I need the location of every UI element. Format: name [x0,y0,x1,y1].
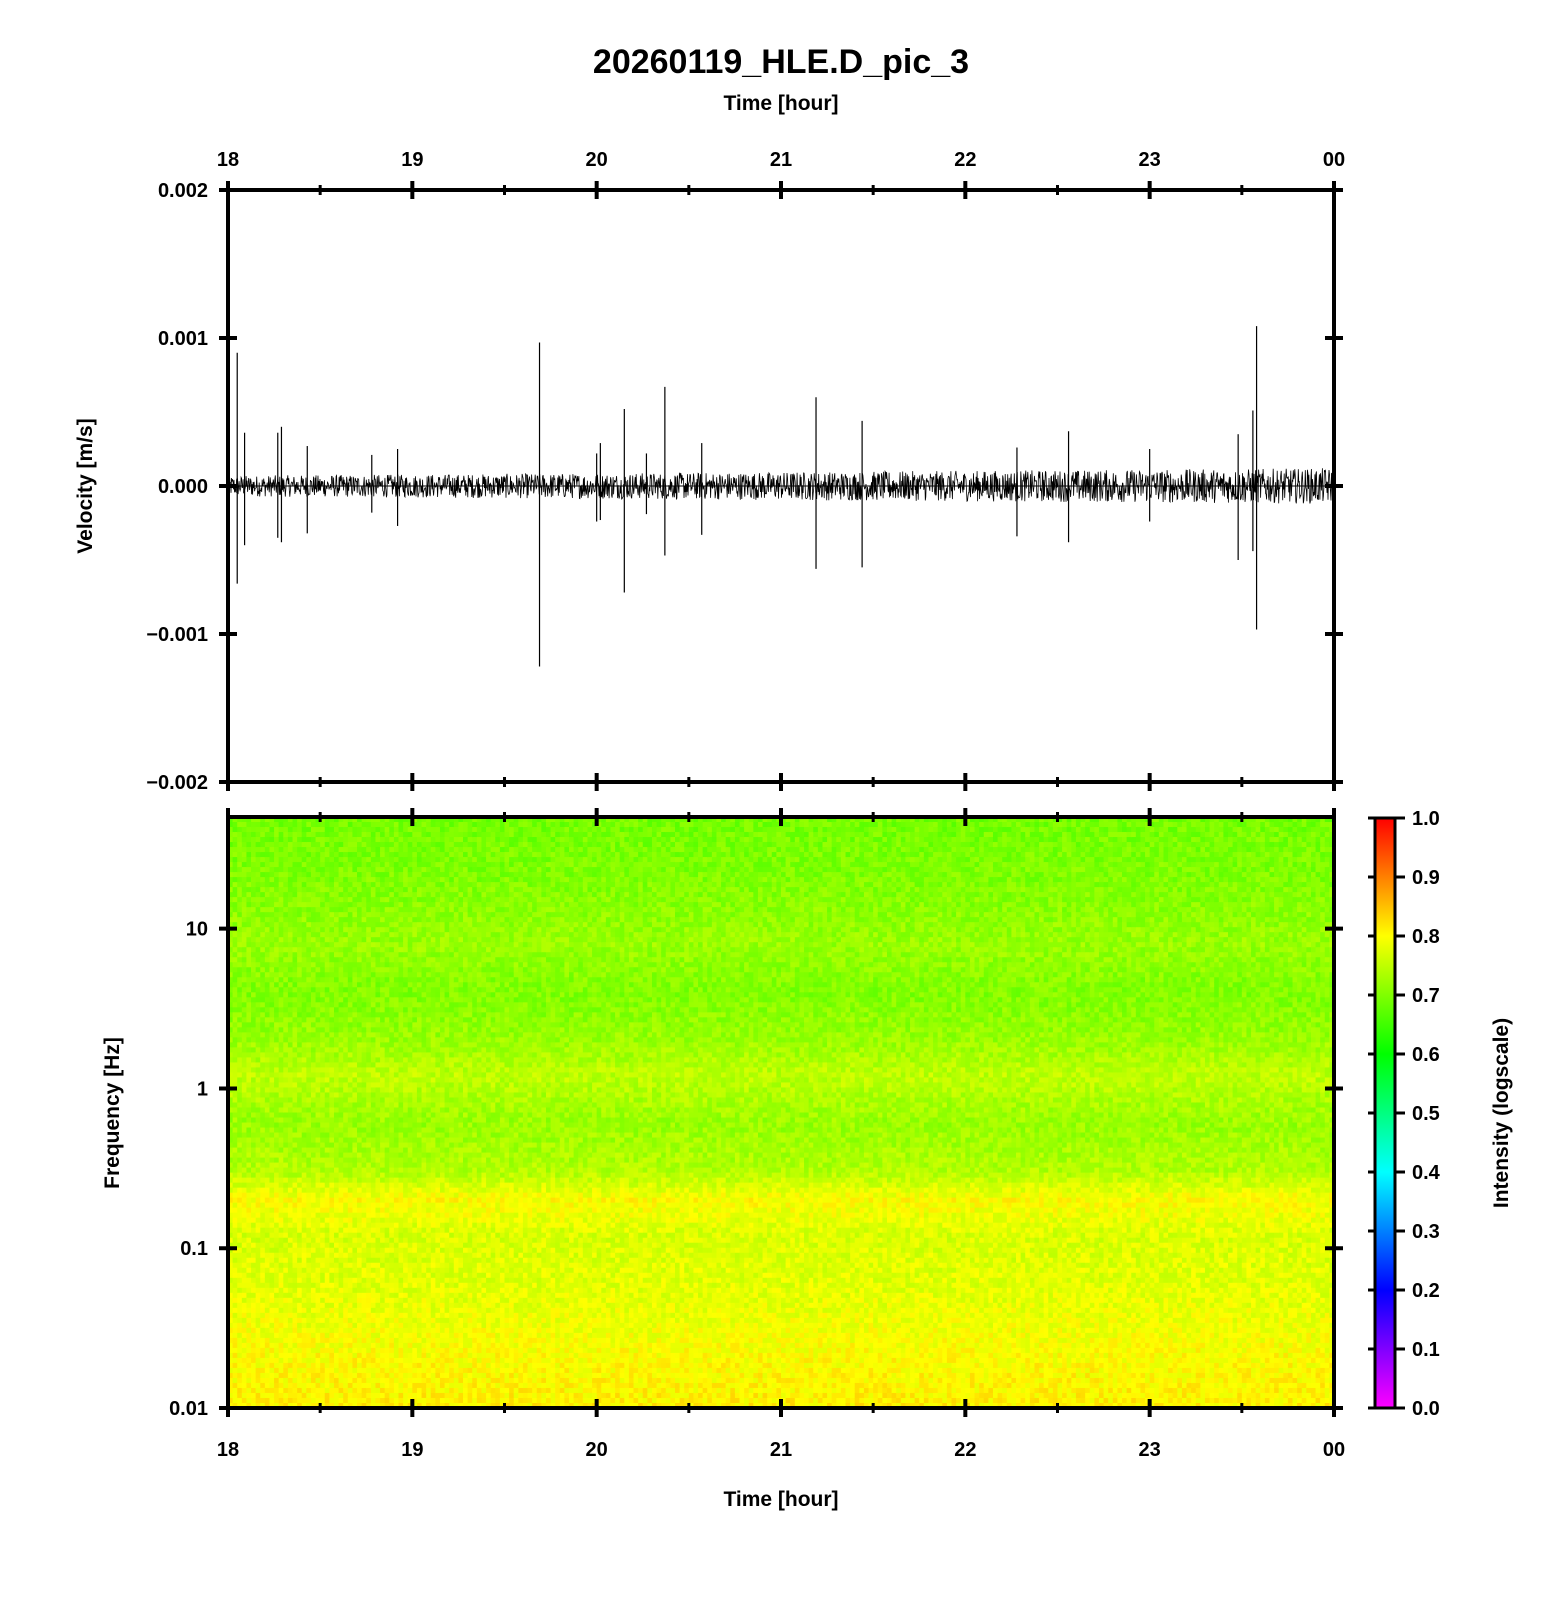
waveform-trace [228,326,1334,666]
x-tick-label: 18 [217,1439,239,1461]
x-tick-label: 21 [770,149,792,171]
y-tick-label: 0.000 [158,476,208,498]
colorbar-tick-label: 0.7 [1412,985,1440,1007]
colorbar-tick-label: 0.4 [1412,1162,1441,1184]
x-tick-label: 19 [401,149,423,171]
y-tick-label: 1 [197,1078,208,1100]
y-tick-label: 0.01 [169,1398,208,1420]
spectrogram-image [228,817,1335,1409]
colorbar-tick-label: 0.3 [1412,1221,1440,1243]
waveform-panel: 18 19 20 21 22 23 00 0.002 0.001 0.000 −0.001 −0.0… [74,149,1345,794]
colorbar-tick-label: 0.9 [1412,867,1440,889]
y-tick-label: 10 [186,919,208,941]
colorbar-tick-label: 1.0 [1412,808,1440,830]
y-tick-label: 0.1 [180,1238,208,1260]
x-tick-label: 20 [586,1439,608,1461]
colorbar-tick-label: 0.5 [1412,1103,1440,1125]
waveform-x-ticks: 18 19 20 21 22 23 00 [217,149,1345,791]
colorbar-tick-label: 0.1 [1412,1339,1440,1361]
y-tick-label: −0.001 [146,624,208,646]
y-tick-label: 0.002 [158,180,208,202]
y-tick-label: −0.002 [146,772,208,794]
x-tick-label: 21 [770,1439,792,1461]
x-tick-label: 19 [401,1439,423,1461]
x-tick-label: 22 [954,1439,976,1461]
waveform-y-axis-label: Velocity [m/s] [74,418,97,553]
colorbar: 1.0 0.9 0.8 0.7 0.6 0.5 0.4 0.3 0.2 0.1 0.0 Intens… [1368,808,1513,1420]
colorbar-gradient [1375,818,1395,1408]
x-tick-label: 22 [954,149,976,171]
x-tick-label: 00 [1323,1439,1345,1461]
x-tick-label: 00 [1323,149,1345,171]
x-tick-label: 18 [217,149,239,171]
spectrogram-panel: 18 19 20 21 22 23 00 10 1 0.1 0.01 Frequency [Hz]… [101,808,1345,1511]
chart-title: 20260119_HLE.D_pic_3 [593,43,969,81]
spectrogram-y-axis-label: Frequency [Hz] [101,1037,124,1189]
colorbar-tick-label: 0.0 [1412,1398,1440,1420]
x-tick-label: 20 [586,149,608,171]
colorbar-tick-label: 0.8 [1412,926,1440,948]
colorbar-label: Intensity (logscale) [1490,1018,1513,1208]
spectrogram-x-axis-label: Time [hour] [723,1488,838,1511]
colorbar-tick-label: 0.6 [1412,1044,1440,1066]
x-tick-label: 23 [1139,1439,1161,1461]
y-tick-label: 0.001 [158,328,208,350]
colorbar-tick-label: 0.2 [1412,1280,1440,1302]
x-tick-label: 23 [1139,149,1161,171]
top-axis-label: Time [hour] [723,92,838,115]
